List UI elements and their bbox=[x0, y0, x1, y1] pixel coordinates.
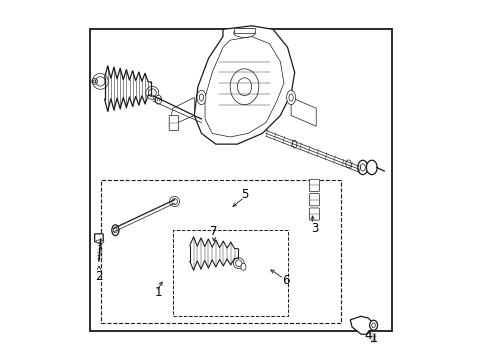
Ellipse shape bbox=[155, 95, 162, 104]
Bar bbox=[233, 28, 255, 33]
Text: 3: 3 bbox=[310, 222, 318, 235]
Polygon shape bbox=[169, 98, 194, 126]
Bar bbox=[90, 30, 391, 330]
Text: 4: 4 bbox=[364, 329, 371, 342]
Text: 2: 2 bbox=[95, 270, 103, 283]
Polygon shape bbox=[290, 98, 316, 126]
Bar bbox=[172, 230, 287, 316]
Ellipse shape bbox=[241, 263, 245, 270]
Text: 1: 1 bbox=[154, 287, 162, 300]
Text: 5: 5 bbox=[240, 188, 248, 201]
Ellipse shape bbox=[357, 160, 367, 175]
FancyBboxPatch shape bbox=[94, 234, 103, 242]
Ellipse shape bbox=[286, 90, 295, 105]
Text: 7: 7 bbox=[210, 225, 217, 238]
Ellipse shape bbox=[345, 160, 350, 168]
Polygon shape bbox=[104, 66, 151, 111]
Ellipse shape bbox=[197, 90, 205, 105]
FancyBboxPatch shape bbox=[169, 116, 178, 131]
Ellipse shape bbox=[112, 225, 119, 235]
Ellipse shape bbox=[96, 240, 104, 243]
Ellipse shape bbox=[369, 320, 377, 330]
Text: 6: 6 bbox=[282, 274, 289, 287]
Polygon shape bbox=[189, 237, 238, 270]
Ellipse shape bbox=[292, 140, 296, 148]
Ellipse shape bbox=[366, 160, 376, 175]
Polygon shape bbox=[194, 26, 294, 144]
Ellipse shape bbox=[233, 28, 255, 37]
Bar bbox=[101, 180, 341, 323]
FancyBboxPatch shape bbox=[309, 179, 319, 192]
FancyBboxPatch shape bbox=[309, 194, 319, 206]
FancyBboxPatch shape bbox=[309, 208, 319, 220]
Polygon shape bbox=[349, 316, 371, 334]
